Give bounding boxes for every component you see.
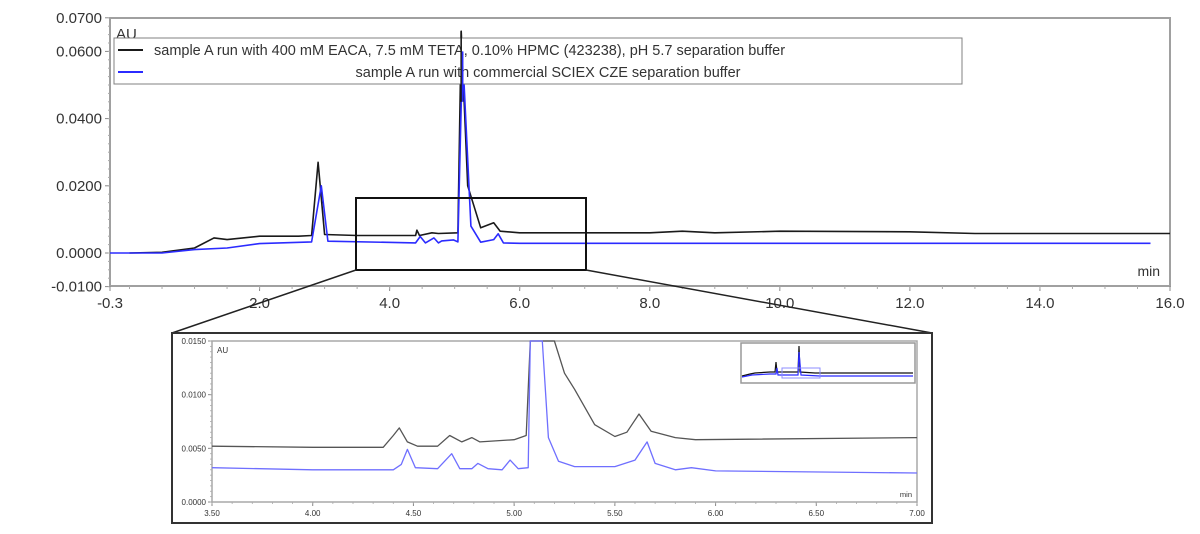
main-y-tick-label: 0.0200: [56, 178, 102, 195]
legend-label-1: sample A run with 400 mM EACA, 7.5 mM TE…: [154, 43, 785, 59]
inset-x-tick-label: 6.00: [708, 509, 724, 518]
inset-x-tick-label: 6.50: [808, 509, 824, 518]
inset-y-tick-label: 0.0150: [182, 337, 207, 346]
inset-x-tick-label: 4.50: [406, 509, 422, 518]
zoom-region-box: [355, 197, 587, 271]
inset-x-tick-label: 4.00: [305, 509, 321, 518]
zoom-connector-right: [585, 269, 933, 334]
main-chart: 0.0700 0.0600 0.0400 0.0200 0.0000 -0.0100 -0…: [51, 10, 1185, 334]
inset-x-tick-label: 5.50: [607, 509, 623, 518]
main-x-tick-label: 10.0: [765, 295, 794, 312]
main-x-axis: -0.32.04.06.08.010.012.014.016.0: [97, 286, 1185, 312]
inset-y-axis: 0.0150 0.0100 0.0050 0.0000: [182, 337, 212, 507]
main-x-tick-label: 14.0: [1025, 295, 1054, 312]
inset-trace-eaca-buffer: [211, 340, 918, 448]
inset-x-tick-label: 3.50: [204, 509, 220, 518]
thumbnail-frame: [740, 342, 916, 384]
main-y-tick-label: -0.0100: [51, 279, 102, 296]
inset-y-tick-label: 0.0100: [182, 391, 207, 400]
main-x-tick-label: 6.0: [509, 295, 530, 312]
inset-x-unit: min: [900, 490, 912, 499]
overview-thumbnail: [740, 342, 916, 384]
main-x-tick-label: 8.0: [639, 295, 660, 312]
inset-x-tick-label: 5.00: [506, 509, 522, 518]
main-x-unit: min: [1137, 263, 1160, 279]
main-y-axis: 0.0700 0.0600 0.0400 0.0200 0.0000 -0.0100: [51, 10, 110, 296]
main-x-tick-label: 16.0: [1155, 295, 1184, 312]
legend: sample A run with 400 mM EACA, 7.5 mM TE…: [113, 37, 963, 85]
main-trace-sciex-buffer: [110, 50, 1151, 254]
inset-x-tick-label: 7.00: [909, 509, 925, 518]
zoom-connector-left: [171, 269, 357, 334]
main-y-tick-label: 0.0000: [56, 245, 102, 262]
inset-x-axis: 3.50 4.00 4.50 5.00 5.50 6.00 6.50 7.00: [204, 502, 925, 518]
inset-y-unit: AU: [217, 346, 228, 355]
main-y-tick-label: 0.0400: [56, 111, 102, 128]
thumbnail-zoom-box: [781, 367, 821, 379]
inset-y-tick-label: 0.0000: [182, 498, 207, 507]
main-y-tick-label: 0.0700: [56, 10, 102, 27]
main-y-tick-label: 0.0600: [56, 43, 102, 60]
main-peak-overlay: [460, 31, 464, 102]
inset-y-tick-label: 0.0050: [182, 444, 207, 453]
main-trace-eaca-buffer: [129, 30, 1170, 254]
inset-series: [211, 340, 918, 474]
main-x-tick-label: 4.0: [379, 295, 400, 312]
main-x-tick-label: -0.3: [97, 295, 123, 312]
legend-label-2: sample A run with commercial SCIEX CZE s…: [356, 65, 741, 81]
legend-box: [113, 37, 963, 85]
inset-trace-sciex-buffer: [211, 340, 918, 474]
inset-chart: 0.0150 0.0100 0.0050 0.0000 3.50 4.00 4.50 5.0…: [171, 332, 933, 524]
thumbnail-trace-blue: [741, 351, 913, 378]
main-x-tick-label: 12.0: [895, 295, 924, 312]
main-series: [110, 30, 1170, 254]
